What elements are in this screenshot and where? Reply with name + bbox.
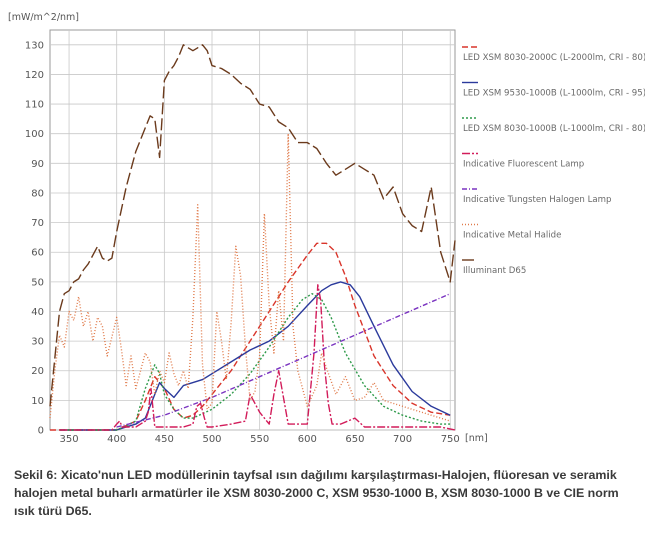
x-tick-label: 750 <box>441 434 460 445</box>
chart-legend: LED XSM 8030-2000C (L-2000lm, CRI - 80) L… <box>462 46 645 276</box>
series-line-2 <box>59 281 451 431</box>
legend-label: Illuminant D65 <box>463 266 526 276</box>
series-line-5 <box>116 293 451 428</box>
plot-area <box>49 29 456 431</box>
y-tick-label: 110 <box>25 100 44 111</box>
legend-label: Indicative Metal Halide <box>463 231 561 241</box>
y-tick-label: 130 <box>25 40 44 51</box>
x-tick-label: 550 <box>250 434 269 445</box>
legend-label: LED XSM 8030-2000C (L-2000lm, CRI - 80) <box>463 53 645 63</box>
y-tick-label: 50 <box>31 277 44 288</box>
x-tick-label: 600 <box>298 434 317 445</box>
legend-label: Indicative Tungsten Halogen Lamp <box>463 195 611 205</box>
legend-label: LED XSM 8030-1000B (L-1000lm, CRI - 80) <box>463 124 645 134</box>
legend-label: LED XSM 9530-1000B (L-1000lm, CRI - 95) <box>463 89 645 99</box>
series-line-1 <box>50 242 451 431</box>
chart-series <box>49 44 456 431</box>
x-tick-label: 350 <box>60 434 79 445</box>
y-tick-label: 100 <box>25 129 44 140</box>
y-tick-label: 40 <box>31 307 44 318</box>
x-tick-label: 450 <box>155 434 174 445</box>
y-tick-label: 60 <box>31 248 44 259</box>
y-tick-label: 10 <box>31 396 44 407</box>
figure-caption: Sekil 6: Xicato'nun LED modüllerinin tay… <box>14 468 619 518</box>
series-line-6 <box>49 132 451 422</box>
y-tick-label: 70 <box>31 218 44 229</box>
x-axis-label: [nm] <box>465 433 488 444</box>
x-tick-label: 650 <box>345 434 364 445</box>
y-axis-label: [mW/m^2/nm] <box>8 12 79 23</box>
series-line-4 <box>59 284 456 431</box>
x-axis-ticks: 350 400 450 500 550 600 650 700 750 <box>60 434 460 445</box>
x-tick-label: 500 <box>202 434 221 445</box>
y-axis-ticks: 0 10 20 30 40 50 60 70 80 90 100 110 120 130 <box>25 40 44 436</box>
spectral-chart: 350 400 450 500 550 600 650 700 750 0 10 20 30 40 50 6… <box>8 12 645 445</box>
legend-label: Indicative Fluorescent Lamp <box>463 160 584 170</box>
chart-grid <box>50 30 455 431</box>
x-tick-label: 400 <box>107 434 126 445</box>
y-tick-label: 120 <box>25 70 44 81</box>
y-tick-label: 80 <box>31 188 44 199</box>
x-tick-label: 700 <box>393 434 412 445</box>
y-tick-label: 30 <box>31 337 44 348</box>
y-tick-label: 0 <box>38 426 44 437</box>
y-tick-label: 20 <box>31 366 44 377</box>
series-line-7 <box>49 44 456 407</box>
y-tick-label: 90 <box>31 159 44 170</box>
